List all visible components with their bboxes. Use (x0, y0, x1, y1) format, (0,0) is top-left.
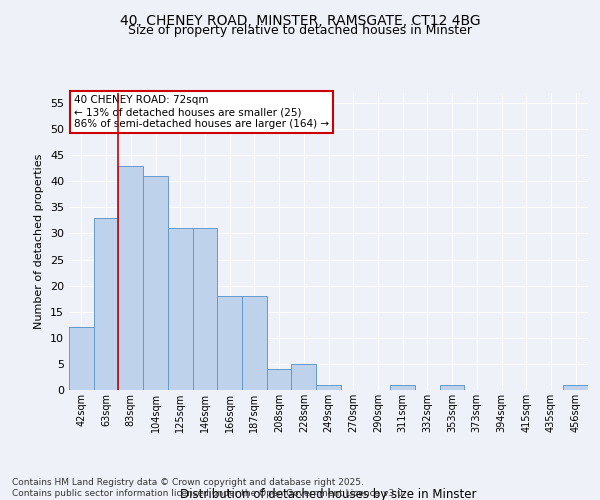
Bar (118, 166, 143, 390)
Bar (292, 364, 316, 390)
Text: Contains HM Land Registry data © Crown copyright and database right 2025.
Contai: Contains HM Land Registry data © Crown c… (12, 478, 406, 498)
Bar (563, 385, 588, 390)
Bar (193, 228, 217, 390)
Text: 40, CHENEY ROAD, MINSTER, RAMSGATE, CT12 4BG: 40, CHENEY ROAD, MINSTER, RAMSGATE, CT12… (119, 14, 481, 28)
Bar (168, 228, 193, 390)
Bar (217, 296, 242, 390)
Bar (440, 385, 464, 390)
Text: 40 CHENEY ROAD: 72sqm
← 13% of detached houses are smaller (25)
86% of semi-deta: 40 CHENEY ROAD: 72sqm ← 13% of detached … (74, 96, 329, 128)
Bar (316, 385, 341, 390)
Bar (69, 328, 94, 390)
X-axis label: Distribution of detached houses by size in Minster: Distribution of detached houses by size … (180, 488, 477, 500)
Bar (242, 296, 267, 390)
Bar (143, 176, 168, 390)
Bar (390, 385, 415, 390)
Bar (94, 218, 118, 390)
Text: Size of property relative to detached houses in Minster: Size of property relative to detached ho… (128, 24, 472, 37)
Bar (267, 369, 292, 390)
Y-axis label: Number of detached properties: Number of detached properties (34, 154, 44, 329)
